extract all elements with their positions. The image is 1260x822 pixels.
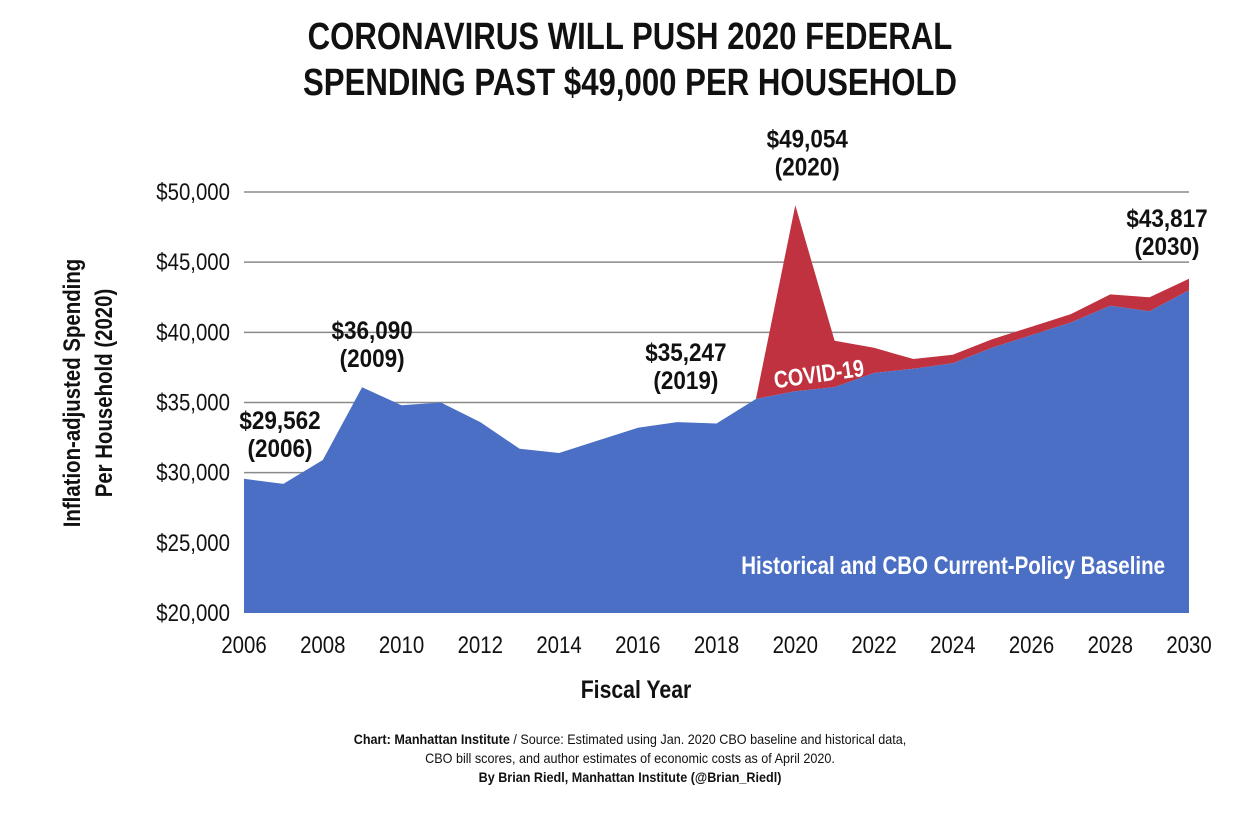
chart-title-line1: CORONAVIRUS WILL PUSH 2020 FEDERAL	[307, 16, 953, 58]
y-tick-label: $40,000	[156, 319, 230, 346]
y-tick-label: $35,000	[156, 389, 230, 416]
footer-line1: Chart: Manhattan Institute / Source: Est…	[63, 730, 1197, 749]
x-tick-label: 2022	[851, 631, 896, 658]
x-tick-label: 2030	[1166, 631, 1211, 658]
x-tick-label: 2012	[458, 631, 503, 658]
x-tick-label: 2024	[930, 631, 975, 658]
x-tick-label: 2006	[221, 631, 266, 658]
y-axis-label: Inflation-adjusted Spending Per Househol…	[58, 259, 117, 528]
x-tick-label: 2018	[694, 631, 739, 658]
covid-area	[755, 205, 1189, 399]
y-axis-label-line1: Inflation-adjusted Spending	[58, 259, 85, 528]
chart-title-line2: SPENDING PAST $49,000 PER HOUSEHOLD	[303, 62, 957, 104]
annotation-year: (2030)	[1135, 233, 1200, 261]
x-tick-label: 2008	[300, 631, 345, 658]
y-tick-label: $25,000	[156, 529, 230, 556]
baseline-series-label: Historical and CBO Current-Policy Baseli…	[741, 551, 1165, 579]
x-tick-label: 2028	[1088, 631, 1133, 658]
x-tick-label: 2010	[379, 631, 424, 658]
data-annotations: $29,562(2006) $36,090(2009) $35,247(2019) $…	[239, 125, 1207, 463]
baseline-area	[244, 290, 1189, 613]
chart-title: CORONAVIRUS WILL PUSH 2020 FEDERAL SPEND…	[113, 14, 1146, 106]
x-tick-label: 2026	[1009, 631, 1054, 658]
annotation-value: $35,247	[645, 339, 726, 367]
footer-credit: Chart: Manhattan Institute	[353, 731, 510, 747]
annotation-value: $43,817	[1126, 205, 1207, 233]
footer-byline: By Brian Riedl, Manhattan Institute (@Br…	[478, 769, 782, 785]
annotation-value: $36,090	[331, 317, 412, 345]
footer-separator: /	[509, 731, 521, 747]
annotation-value: $29,562	[239, 407, 320, 435]
annotation-year: (2020)	[775, 153, 840, 181]
x-tick-label: 2014	[536, 631, 581, 658]
x-tick-label: 2016	[615, 631, 660, 658]
annotation-value: $49,054	[767, 125, 849, 153]
x-axis-ticks: 2006 2008 2010 2012 2014 2016 2018 2020 2022 2024…	[221, 631, 1211, 658]
y-axis-ticks: $20,000 $25,000 $30,000 $35,000 $40,000 $45,0…	[156, 178, 230, 626]
x-axis-label: Fiscal Year	[581, 675, 692, 703]
annotation-year: (2019)	[653, 367, 718, 395]
y-tick-label: $20,000	[156, 599, 230, 626]
annotation-year: (2009)	[340, 345, 405, 373]
y-axis-label-line2: Per Household (2020)	[90, 289, 117, 498]
y-tick-label: $45,000	[156, 249, 230, 276]
x-tick-label: 2020	[773, 631, 818, 658]
footer-source-line2: CBO bill scores, and author estimates of…	[425, 750, 835, 766]
annotation-year: (2006)	[248, 435, 313, 463]
footer-source-line1: Source: Estimated using Jan. 2020 CBO ba…	[520, 731, 907, 747]
chart-footer: Chart: Manhattan Institute / Source: Est…	[0, 730, 1260, 787]
y-tick-label: $30,000	[156, 459, 230, 486]
y-tick-label: $50,000	[156, 178, 230, 205]
